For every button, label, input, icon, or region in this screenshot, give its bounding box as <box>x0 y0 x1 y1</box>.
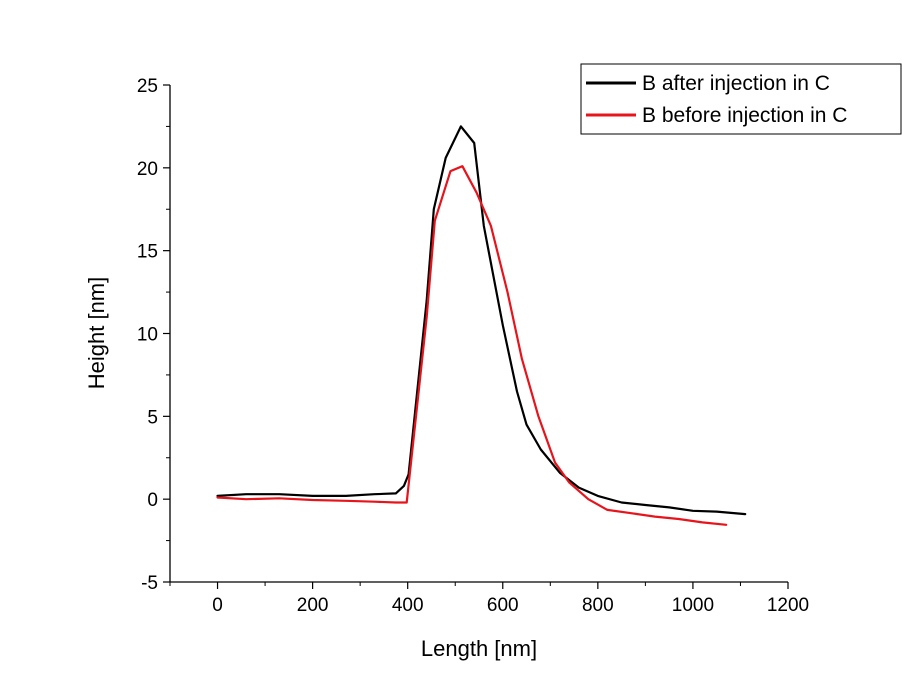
series-line-before-injection <box>216 165 728 526</box>
axes-frame <box>169 85 788 583</box>
legend-label-before: B before injection in C <box>642 104 847 127</box>
series-line-after-injection <box>216 125 747 516</box>
x-axis-title: Length [nm] <box>421 636 537 661</box>
x-tick-label: 1000 <box>672 595 714 616</box>
legend-box <box>580 63 902 135</box>
y-tick-label: 5 <box>147 407 158 428</box>
legend-label-after: B after injection in C <box>642 72 830 95</box>
y-tick-label: 20 <box>137 159 158 180</box>
x-tick-label: 200 <box>297 595 329 616</box>
x-tick-label: 1200 <box>767 595 809 616</box>
axis-ticks: 0 200 400 600 800 1000 1200 -5 0 5 10 15 20 25 <box>137 76 809 616</box>
x-tick-label: 400 <box>392 595 424 616</box>
y-axis-title: Height [nm] <box>84 277 109 390</box>
x-tick-label: 600 <box>487 595 519 616</box>
y-tick-label: 10 <box>137 325 158 346</box>
y-tick-label: 25 <box>137 76 158 97</box>
legend: B after injection in C B before injectio… <box>580 63 902 135</box>
x-tick-label: 800 <box>582 595 614 616</box>
y-tick-label: -5 <box>141 573 158 594</box>
y-tick-label: 15 <box>137 242 158 263</box>
series-layer <box>216 125 747 526</box>
y-tick-label: 0 <box>147 490 158 511</box>
x-tick-label: 0 <box>212 595 223 616</box>
